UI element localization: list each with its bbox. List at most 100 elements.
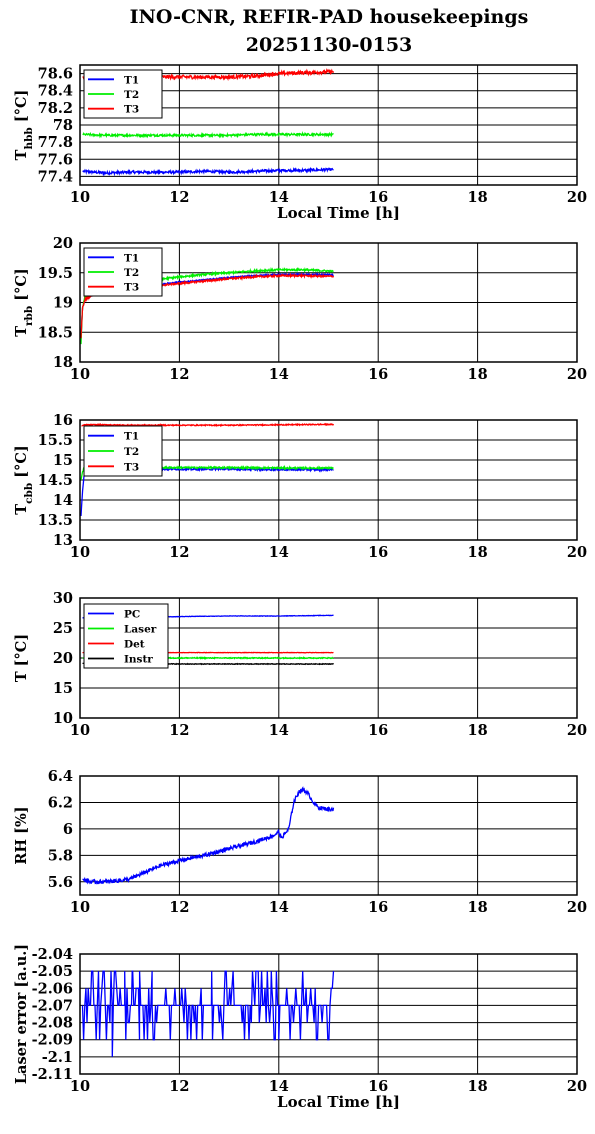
- y-tick-label: 6: [63, 821, 73, 838]
- y-tick-label: 14.5: [38, 472, 73, 489]
- legend-label-t1: T1: [124, 74, 139, 86]
- y-axis-label: Thbb [°C]: [13, 90, 35, 161]
- x-tick-label: 16: [368, 899, 388, 916]
- figure-title-line1: INO-CNR, REFIR-PAD housekeepings: [130, 6, 529, 28]
- plot-frame: [79, 597, 578, 719]
- y-axis-label: T [°C]: [13, 634, 30, 682]
- x-tick-label: 10: [70, 366, 90, 383]
- chart-panel-2: 10 12 14 16 18 20 18 18.5 19 19.5 20 Trbb [°C] T1 T2 T…: [13, 235, 587, 383]
- x-tick-label: 14: [269, 899, 289, 916]
- x-tick-label: 14: [269, 722, 289, 739]
- x-tick-label: 16: [368, 189, 388, 206]
- legend-label-t1: T1: [124, 431, 139, 443]
- x-tick-label: 12: [169, 722, 189, 739]
- x-tick-label: 18: [468, 544, 488, 561]
- legend-label-t3: T3: [124, 282, 139, 294]
- y-tick-label: 6.2: [48, 794, 73, 811]
- legend-label-t3: T3: [124, 461, 139, 473]
- y-tick-label: -2.1: [42, 1049, 73, 1066]
- chart-panel-6: 10 12 14 16 18 20-2.11-2.1-2.09-2.08-2.07-2.0…: [13, 944, 587, 1111]
- x-tick-label: 12: [169, 1078, 189, 1095]
- x-tick-label: 20: [567, 189, 587, 206]
- y-tick-label: 78.6: [38, 66, 73, 83]
- legend-label-t1: T1: [124, 252, 139, 264]
- y-tick-label: 18: [53, 354, 73, 371]
- y-tick-label: 10: [53, 710, 73, 727]
- legend-label-t2: T2: [124, 89, 139, 101]
- x-tick-label: 14: [269, 544, 289, 561]
- y-tick-label: 15: [53, 452, 73, 469]
- y-tick-label: 77.4: [38, 168, 73, 185]
- legend-label-t3: T3: [124, 104, 139, 116]
- x-tick-label: 18: [468, 722, 488, 739]
- y-tick-label: -2.11: [32, 1066, 73, 1083]
- y-tick-label: 77.8: [38, 134, 73, 151]
- y-tick-label: 18.5: [38, 324, 73, 341]
- y-tick-label: -2.05: [32, 963, 73, 980]
- y-axis-label: RH [%]: [13, 806, 30, 864]
- x-tick-label: 10: [70, 899, 90, 916]
- y-tick-label: 78: [53, 117, 73, 134]
- plot-frame: [79, 64, 578, 186]
- x-tick-label: 12: [169, 544, 189, 561]
- series-line-t2: [82, 131, 334, 139]
- y-tick-label: 20: [53, 650, 73, 667]
- y-tick-label: 15: [53, 680, 73, 697]
- y-tick-label: -2.07: [32, 997, 73, 1014]
- x-tick-label: 18: [468, 899, 488, 916]
- plot-background: [80, 776, 577, 895]
- plot-frame: [79, 953, 578, 1075]
- x-tick-label: 20: [567, 544, 587, 561]
- y-tick-label: -2.06: [32, 980, 73, 997]
- y-axis-label: Trbb [°C]: [13, 268, 35, 337]
- y-tick-label: 13.5: [38, 512, 73, 529]
- x-tick-label: 18: [468, 189, 488, 206]
- legend-box: [83, 603, 169, 669]
- legend-label-det: Det: [124, 639, 145, 651]
- y-tick-label: 13: [53, 532, 73, 549]
- y-tick-label: -2.04: [32, 946, 73, 963]
- y-axis-label: Tcbb [°C]: [13, 445, 35, 514]
- x-tick-label: 18: [468, 1078, 488, 1095]
- x-tick-label: 10: [70, 544, 90, 561]
- y-tick-label: 5.8: [48, 847, 73, 864]
- x-tick-label: 14: [269, 366, 289, 383]
- y-tick-label: 15.5: [38, 432, 73, 449]
- series-line-data: [82, 786, 335, 886]
- chart-panel-5: 10 12 14 16 18 20 5.6 5.8 6 6.2 6.4 RH [%]: [13, 768, 587, 916]
- x-tick-label: 18: [468, 366, 488, 383]
- y-tick-label: -2.09: [32, 1032, 73, 1049]
- x-tick-label: 14: [269, 1078, 289, 1095]
- series-line-data: [81, 970, 335, 1057]
- x-tick-label: 20: [567, 1078, 587, 1095]
- x-axis-label: Local Time [h]: [277, 1093, 400, 1111]
- legend-label-laser: Laser: [124, 624, 157, 636]
- plot-background: [80, 954, 577, 1074]
- y-tick-label: 19.5: [38, 265, 73, 282]
- x-tick-label: 12: [169, 189, 189, 206]
- x-tick-label: 12: [169, 899, 189, 916]
- x-tick-label: 12: [169, 366, 189, 383]
- x-tick-label: 16: [368, 1078, 388, 1095]
- plot-frame: [79, 775, 578, 896]
- y-tick-label: -2.08: [32, 1015, 73, 1032]
- x-tick-label: 10: [70, 1078, 90, 1095]
- y-tick-label: 20: [53, 235, 73, 252]
- y-tick-label: 5.6: [48, 874, 73, 891]
- x-tick-label: 14: [269, 189, 289, 206]
- plot-frame: [79, 419, 578, 541]
- y-tick-label: 30: [53, 590, 73, 607]
- legend-label-pc: PC: [124, 609, 140, 621]
- x-tick-label: 10: [70, 722, 90, 739]
- y-tick-label: 78.4: [38, 83, 73, 100]
- chart-panel-4: 10 12 14 16 18 20 10 15 20 25 30 T [°C] PC Laser Det In…: [13, 590, 587, 739]
- x-tick-label: 20: [567, 366, 587, 383]
- x-tick-label: 16: [368, 366, 388, 383]
- y-tick-label: 78.2: [38, 100, 73, 117]
- series-line-t1: [82, 166, 334, 177]
- plot-frame: [79, 242, 578, 363]
- x-tick-label: 20: [567, 899, 587, 916]
